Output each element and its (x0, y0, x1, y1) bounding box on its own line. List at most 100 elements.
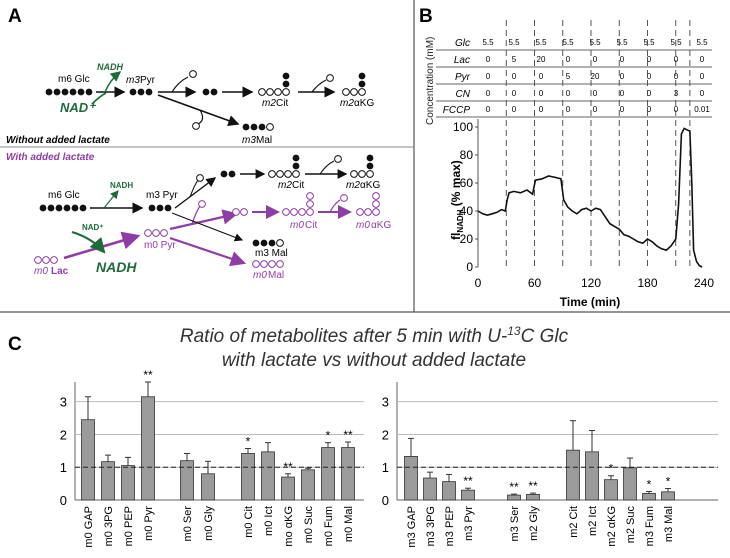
top-cit-label: Cit (276, 98, 288, 109)
conc-cell: 0 (512, 105, 517, 114)
bot-cit-iso: m2 (278, 180, 292, 191)
conc-cell: 0 (593, 105, 598, 114)
bot-glc-atoms (39, 204, 87, 212)
arrow-nad-nadh-lac (71, 230, 106, 254)
conc-cell: 5.5 (535, 38, 547, 47)
conc-cell: 0 (566, 55, 571, 64)
trace-xtick-label: 0 (475, 276, 482, 290)
trace-ytick-label: 80 (460, 148, 474, 162)
co2-atom-bot (196, 174, 204, 182)
arrow-co2-in-top (197, 109, 204, 125)
bar-category-label: m0 Pyr (143, 506, 155, 541)
arrow-co2-cit-bot (319, 160, 335, 175)
trace-xlabel: Time (min) (560, 295, 620, 309)
top-akg-label: αKG (354, 98, 374, 109)
bot-acoa0-atoms (232, 208, 248, 216)
bot-akg-atoms (350, 154, 374, 178)
bar (404, 456, 418, 501)
arrow-co2-cit-top (311, 79, 327, 93)
conc-cell: 0 (620, 55, 625, 64)
bar-ytick-label: 1 (60, 460, 67, 475)
bar (301, 469, 315, 501)
significance-mark: * (246, 435, 251, 449)
bot-lac-atoms (34, 256, 58, 264)
bar-category-label: m2 Gly (528, 506, 540, 541)
panel-c-title-2: with lactate vs without added lactate (222, 350, 526, 371)
concentration-table: Glc 5.5 5.5 5.5 5.5 5.5 5.5 5.5 5.5 5.5 Lac 0 5 20 0 0 0… (436, 38, 712, 118)
bot-akg0-label: αKG (371, 220, 391, 231)
bot-cit-atoms (268, 154, 300, 178)
bar-category-label: m2 Suc (625, 506, 637, 544)
bar-ytick-label: 0 (382, 493, 389, 508)
bot-lac-iso: m0 (34, 266, 48, 277)
panel-b-label: B (419, 6, 433, 27)
panel-c-title-1: Ratio of metabolites after 5 min with U-… (180, 324, 569, 347)
conc-axis-label: Concentration (mM) (425, 37, 436, 125)
conc-cell: 0 (674, 55, 679, 64)
bot-cit0-iso: m0 (290, 220, 304, 231)
bar (442, 481, 456, 501)
conc-cell: 0 (700, 55, 705, 64)
bar-category-label: m3 Ser (509, 506, 521, 542)
bot-mal3-label: m3 Mal (255, 248, 288, 259)
top-mal-atoms (242, 123, 274, 131)
significance-mark: ** (463, 474, 473, 488)
bot-akg-iso: m2 (346, 180, 360, 191)
conc-cell: 0 (512, 89, 517, 98)
conc-cell: 20 (591, 72, 600, 81)
conc-cell: 5.5 (670, 38, 682, 47)
bar-category-label: m0 Gly (203, 506, 215, 541)
bot-pyr-label: m3 Pyr (146, 190, 178, 201)
bot-acoa-atoms (220, 170, 236, 178)
conc-cell: 0 (486, 72, 491, 81)
bar-ytick-label: 2 (60, 427, 67, 442)
bar-ytick-label: 3 (60, 395, 67, 410)
bar (526, 494, 540, 501)
bar-category-label: mo αKG (283, 506, 295, 547)
panel-a: A m6 Glc NADH NAD⁺ m3 Pyr m2 Cit (6, 6, 391, 281)
top-akg-iso: m2 (340, 98, 354, 109)
conc-row-name: FCCP (443, 105, 471, 116)
top-akg-atoms (342, 72, 366, 96)
bot-cit0-atoms (282, 192, 314, 216)
bar-ytick-label: 3 (382, 395, 389, 410)
conc-cell: 3 (674, 89, 679, 98)
arrow-nadh-bot (103, 190, 119, 209)
significance-mark: * (609, 462, 614, 476)
bot-pyr0-label: m0 Pyr (144, 240, 176, 251)
bot-cit0-label: Cit (305, 220, 317, 231)
conc-cell: 20 (537, 55, 546, 64)
conc-cell: 5.5 (696, 38, 708, 47)
bar-category-label: m3 Pyr (463, 506, 475, 541)
panel-c-title-1a: Ratio of metabolites after 5 min with U- (180, 326, 507, 347)
top-cit-atoms (258, 72, 290, 96)
bar-category-label: m0 Ict (263, 506, 275, 536)
trace-ytick-label: 40 (460, 204, 474, 218)
conc-cell: 0 (486, 105, 491, 114)
conc-cell: 0 (674, 72, 679, 81)
bot-nadh-small: NADH (110, 181, 133, 190)
bar-category-label: m3 GAP (406, 506, 418, 548)
bar (461, 489, 475, 501)
nadh-trace-plot: 0 20 40 60 80 100 0 60 120 180 240 (453, 20, 714, 290)
co2-atom-pyr0 (198, 200, 206, 208)
bar-category-label: m0 PEP (123, 506, 135, 546)
bot-mal0-label: Mal (268, 270, 284, 281)
bar-category-label: m0 Fum (323, 506, 335, 546)
conc-cell: 0 (593, 55, 598, 64)
co2-atom-top (189, 70, 197, 78)
conc-cell: 5.5 (562, 38, 574, 47)
bot-akg0-iso: m0 (356, 220, 370, 231)
top-pyr-iso: m3 (126, 75, 140, 86)
panel-c-title-sup: 13 (507, 324, 521, 338)
trace-xtick-label: 240 (694, 276, 714, 290)
conc-cell: 0 (566, 105, 571, 114)
top-acoa-atoms (202, 88, 218, 96)
arrow-co2-pyr0 (191, 205, 201, 225)
arrow-lac-pyr (63, 231, 141, 260)
conc-cell: 5.5 (616, 38, 628, 47)
conc-cell: 0 (647, 105, 652, 114)
trace-ytick-label: 60 (460, 176, 474, 190)
without-lactate-label: Without added lactate (6, 135, 110, 146)
